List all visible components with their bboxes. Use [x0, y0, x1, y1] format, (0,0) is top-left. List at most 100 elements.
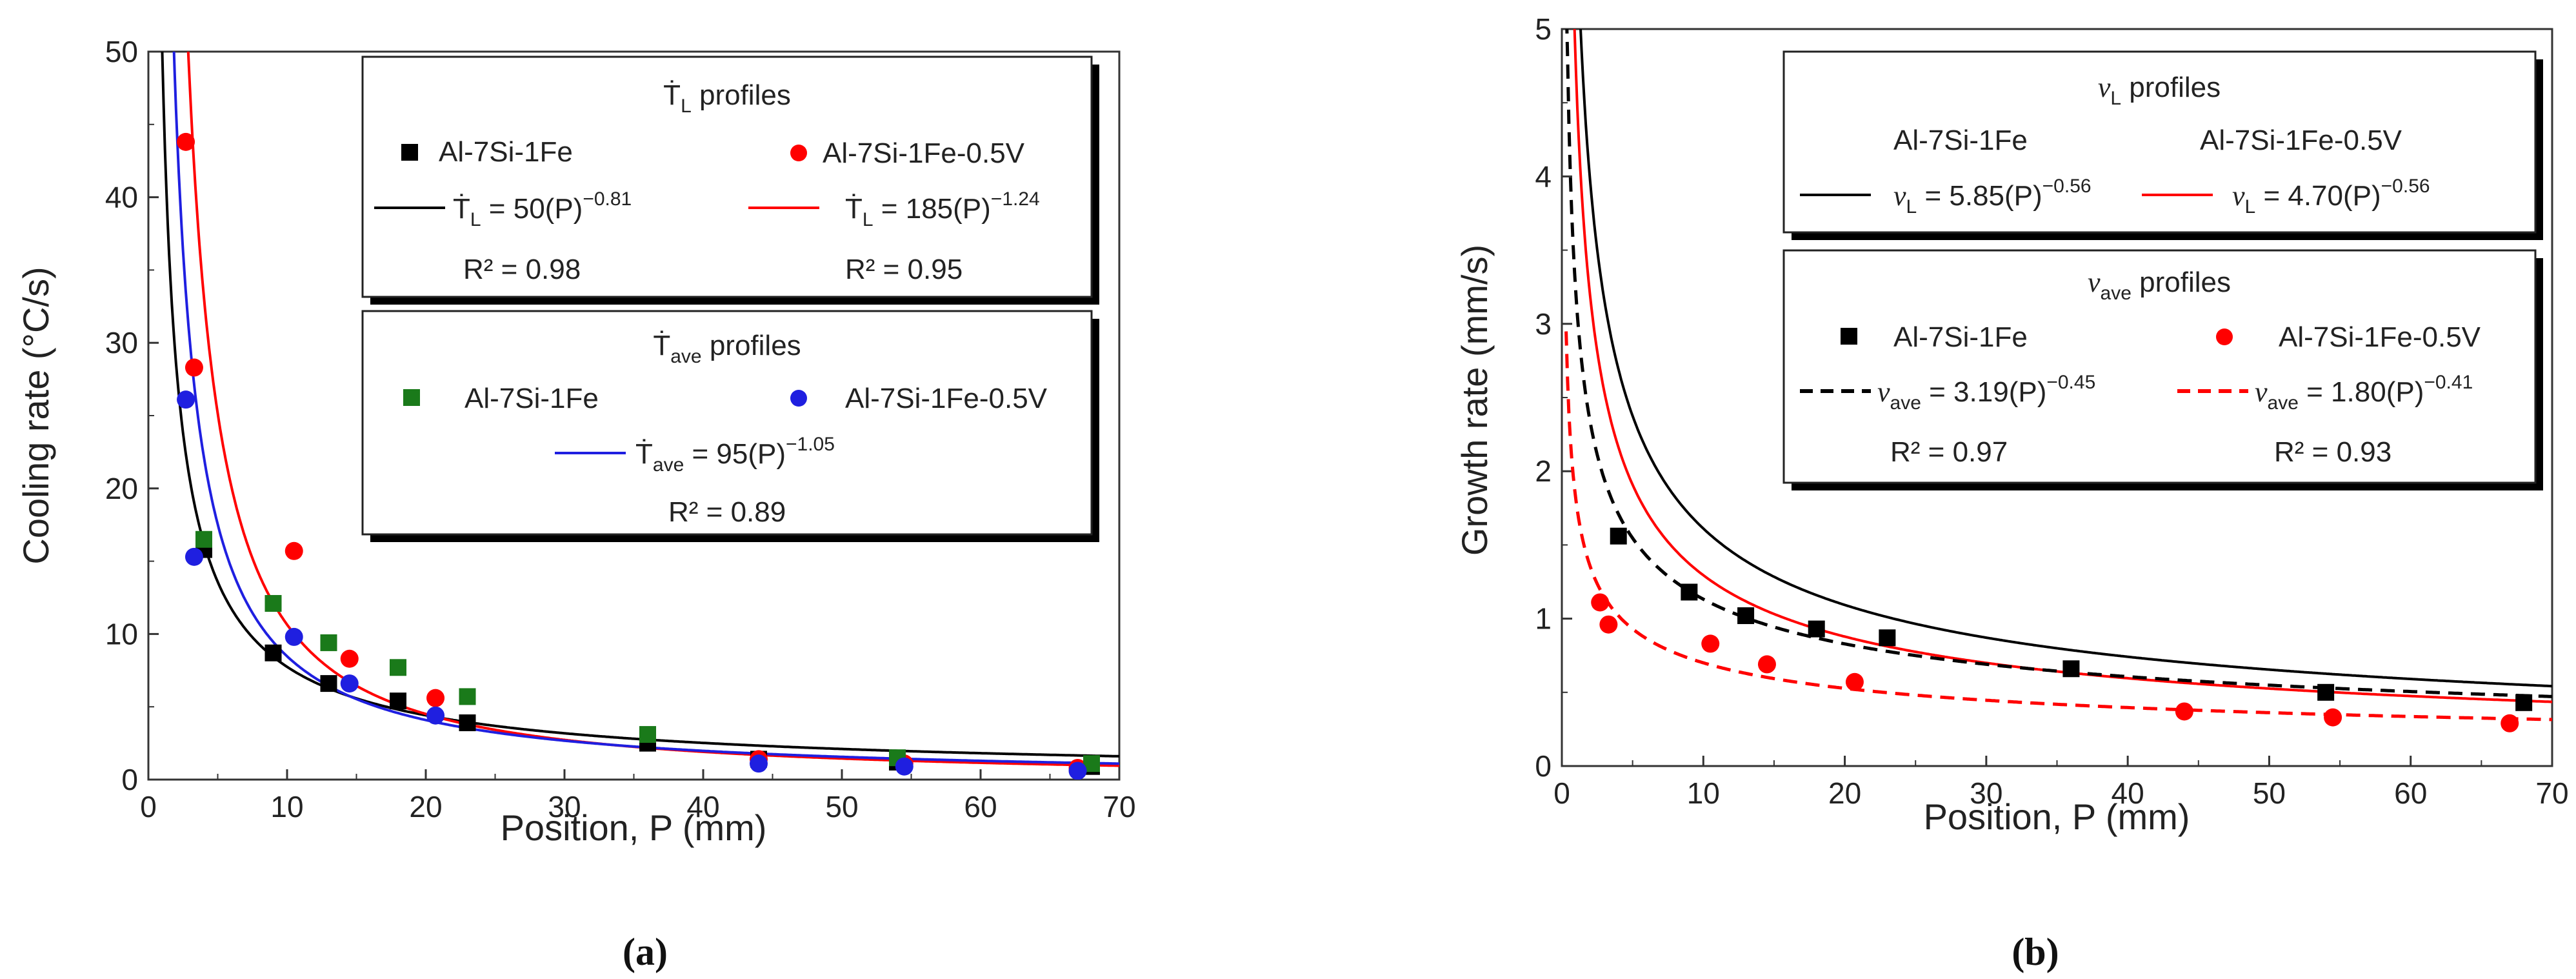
data-point-a-s1	[185, 358, 203, 377]
data-point-a-s0	[459, 714, 476, 732]
data-point-a-s3	[340, 674, 359, 693]
legend-title-tl: ṪL profiles	[663, 79, 791, 117]
ticks-a: 0 10 20 30 40 50 60 70 0 10 20 30 40 50	[105, 35, 1136, 823]
x-tick-label-b: 40	[2112, 776, 2144, 810]
panel-label-a: (a)	[623, 931, 668, 973]
data-point-a-s1	[177, 132, 195, 151]
y-tick-label-a: 40	[105, 181, 138, 214]
x-tick-label-b: 20	[1828, 776, 1861, 810]
legend-fit-vave-2: vave = 1.80(P)−0.41	[2255, 372, 2473, 414]
ticks-b: 0 10 20 30 40 50 60 70 0 1 2 3 4 5	[1535, 12, 2568, 810]
fit-curve-a-0	[161, 52, 1119, 758]
legend-box-vave-b: vave profiles Al-7Si-1Fe Al-7Si-1Fe-0.5V…	[1782, 249, 2543, 490]
x-axis-label-a: Position, P (mm)	[501, 807, 767, 848]
legend-fit-tl-2: ṪL = 185(P)−1.24	[845, 188, 1040, 230]
x-tick-label-b: 0	[1553, 776, 1570, 810]
x-tick-label-a: 70	[1103, 790, 1135, 823]
data-point-b-s0	[1681, 583, 1698, 601]
y-tick-label-b: 0	[1535, 749, 1552, 783]
fit-curve-b-2	[1565, 29, 2552, 698]
data-point-b-s1	[2501, 714, 2519, 732]
data-point-b-s0	[2062, 660, 2080, 678]
legend-label-vave-s2: Al-7Si-1Fe-0.5V	[2279, 321, 2481, 353]
data-point-a-s2	[459, 688, 476, 705]
data-point-b-s1	[1701, 634, 1720, 653]
legend-label-vave-s1: Al-7Si-1Fe	[1893, 321, 2028, 353]
fit-curve-b-3	[1564, 331, 2552, 722]
data-point-b-s0	[2515, 694, 2533, 711]
y-axis-label-a: Cooling rate (°C/s)	[15, 267, 56, 564]
data-point-a-s3	[426, 706, 445, 725]
legend-fit-tave: Ṫave = 95(P)−1.05	[635, 434, 835, 476]
panel-b: 0 10 20 30 40 50 60 70 0 1 2 3 4 5 Position, P (mm) G…	[1454, 12, 2569, 973]
legend-r2-tl-1: R² = 0.98	[463, 254, 581, 285]
legend-marker-tl-s2	[790, 145, 807, 161]
y-tick-label-a: 10	[105, 617, 138, 651]
legend-label-vl-s1: Al-7Si-1Fe	[1893, 125, 2028, 156]
x-tick-label-b: 30	[1970, 776, 2002, 810]
x-tick-label-a: 30	[548, 790, 581, 823]
legend-marker-tave-s2	[790, 390, 807, 407]
legend-label-vl-s2: Al-7Si-1Fe-0.5V	[2200, 125, 2402, 156]
panel-label-b: (b)	[2012, 931, 2059, 973]
y-tick-label-a: 30	[105, 326, 138, 359]
y-axis-label-b: Growth rate (mm/s)	[1454, 245, 1495, 556]
legend-r2-tl-2: R² = 0.95	[845, 254, 963, 285]
data-point-b-s1	[2324, 708, 2342, 727]
data-point-b-s1	[1757, 655, 1776, 674]
data-point-a-s0	[320, 675, 337, 692]
legend-box-tave-a: Ṫave profiles Al-7Si-1Fe Al-7Si-1Fe-0.5V…	[361, 310, 1099, 542]
data-point-b-s0	[2317, 683, 2335, 701]
data-point-a-s2	[195, 530, 212, 548]
data-point-b-s1	[1591, 593, 1610, 612]
x-tick-label-b: 10	[1687, 776, 1720, 810]
legend-r2-vave-1: R² = 0.97	[1890, 436, 2008, 468]
data-point-b-s0	[1610, 527, 1627, 545]
data-point-a-s3	[177, 390, 195, 409]
y-tick-label-b: 3	[1535, 307, 1552, 341]
legend-fit-vave-1: vave = 3.19(P)−0.45	[1877, 372, 2095, 414]
legend-r2-tave: R² = 0.89	[668, 496, 786, 528]
legend-marker-vave-s1	[1841, 328, 1857, 345]
x-tick-label-b: 70	[2535, 776, 2568, 810]
y-tick-label-a: 20	[105, 472, 138, 505]
y-tick-label-b: 5	[1535, 12, 1552, 46]
data-point-b-s1	[1599, 615, 1618, 634]
legend-title-vl: vL profiles	[2098, 72, 2221, 109]
data-point-b-s0	[1808, 620, 1825, 638]
data-point-a-s2	[265, 595, 282, 612]
legend-fit-vl-2: vL = 4.70(P)−0.56	[2232, 176, 2430, 217]
legend-label-tl-s1: Al-7Si-1Fe	[439, 136, 573, 168]
fit-curve-a-2	[172, 52, 1119, 765]
y-tick-label-a: 0	[121, 763, 138, 796]
data-point-a-s0	[390, 692, 406, 710]
fit-curves-a	[161, 52, 1119, 767]
x-tick-label-a: 60	[964, 790, 997, 823]
fit-curve-b-1	[1573, 29, 2552, 703]
y-tick-label-a: 50	[105, 35, 138, 68]
legend-marker-tl-s1	[401, 144, 418, 161]
data-point-a-s0	[265, 644, 282, 661]
legend-label-tave-s2: Al-7Si-1Fe-0.5V	[845, 383, 1048, 414]
x-tick-label-a: 40	[686, 790, 719, 823]
x-tick-label-a: 50	[825, 790, 858, 823]
data-point-a-s2	[320, 634, 337, 651]
x-tick-label-a: 10	[270, 790, 303, 823]
y-tick-label-b: 2	[1535, 454, 1552, 488]
panel-a: 0 10 20 30 40 50 60 70 0 10 20 30 40 50 Position, P (…	[15, 35, 1136, 973]
legend-marker-tave-s1	[403, 389, 420, 406]
data-point-a-s1	[340, 649, 359, 668]
legend-label-tl-s2: Al-7Si-1Fe-0.5V	[823, 137, 1025, 169]
legend-box-tl-a: ṪL profiles Al-7Si-1Fe Al-7Si-1Fe-0.5V Ṫ…	[361, 56, 1099, 305]
fit-curves-b	[1564, 29, 2552, 722]
x-tick-label-b: 50	[2253, 776, 2286, 810]
data-point-a-s2	[390, 659, 406, 676]
legend-title-tave: Ṫave profiles	[653, 330, 801, 367]
data-point-a-s1	[285, 541, 303, 560]
y-tick-label-b: 4	[1535, 159, 1552, 193]
data-points-a	[177, 132, 1100, 780]
data-point-a-s2	[639, 726, 656, 743]
x-tick-label-a: 0	[140, 790, 157, 823]
data-point-a-s3	[285, 627, 303, 646]
